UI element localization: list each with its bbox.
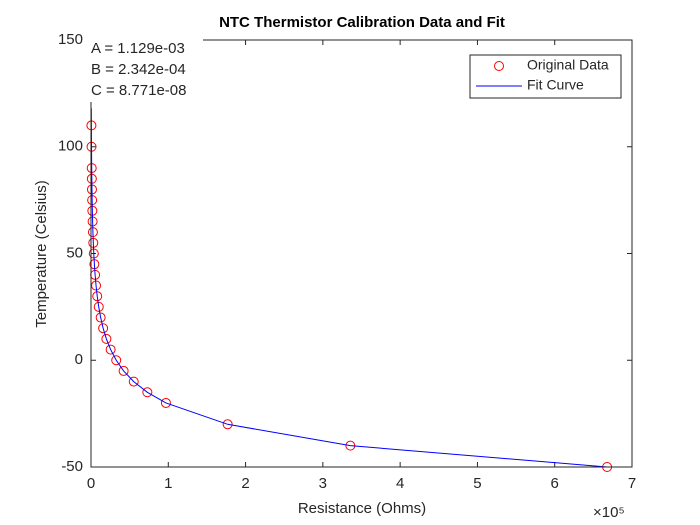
y-tick-label: 0: [75, 351, 83, 368]
x-exponent: ×10⁵: [593, 504, 625, 521]
data-point: [95, 312, 106, 323]
legend-label: Original Data: [527, 57, 609, 73]
data-point: [160, 397, 171, 408]
legend-marker: [494, 61, 504, 71]
x-tick-label: 7: [628, 475, 636, 492]
plot-area: [91, 40, 632, 467]
x-tick-label: 1: [164, 475, 172, 492]
data-point: [101, 333, 112, 344]
axes-box: [90, 39, 633, 468]
x-tick-label: 4: [396, 475, 404, 492]
data-point: [98, 323, 109, 334]
data-point: [93, 301, 104, 312]
y-tick-label: -50: [61, 458, 83, 475]
x-tick-label: 5: [473, 475, 481, 492]
x-axis-label: Resistance (Ohms): [298, 500, 426, 517]
legend-box: [469, 54, 622, 99]
y-tick-label: 150: [58, 31, 83, 48]
y-tick-label: 50: [66, 244, 83, 261]
data-point: [105, 344, 116, 355]
data-point: [222, 419, 233, 430]
x-tick-label: 3: [319, 475, 327, 492]
data-point: [111, 355, 122, 366]
x-tick-label: 0: [87, 475, 95, 492]
annotation: B = 2.342e-04: [91, 61, 186, 78]
y-tick-label: 100: [58, 138, 83, 155]
chart-title: NTC Thermistor Calibration Data and Fit: [219, 14, 505, 31]
data-point: [142, 387, 153, 398]
annotation: C = 8.771e-08: [91, 82, 187, 99]
x-tick-label: 2: [241, 475, 249, 492]
legend-label: Fit Curve: [527, 77, 584, 93]
x-tick-label: 6: [551, 475, 559, 492]
data-point: [128, 376, 139, 387]
data-point: [118, 365, 129, 376]
annotation-box: [87, 38, 203, 102]
y-axis-label: Temperature (Celsius): [33, 180, 50, 328]
fit-line: [90, 108, 608, 468]
annotation: A = 1.129e-03: [91, 40, 185, 57]
